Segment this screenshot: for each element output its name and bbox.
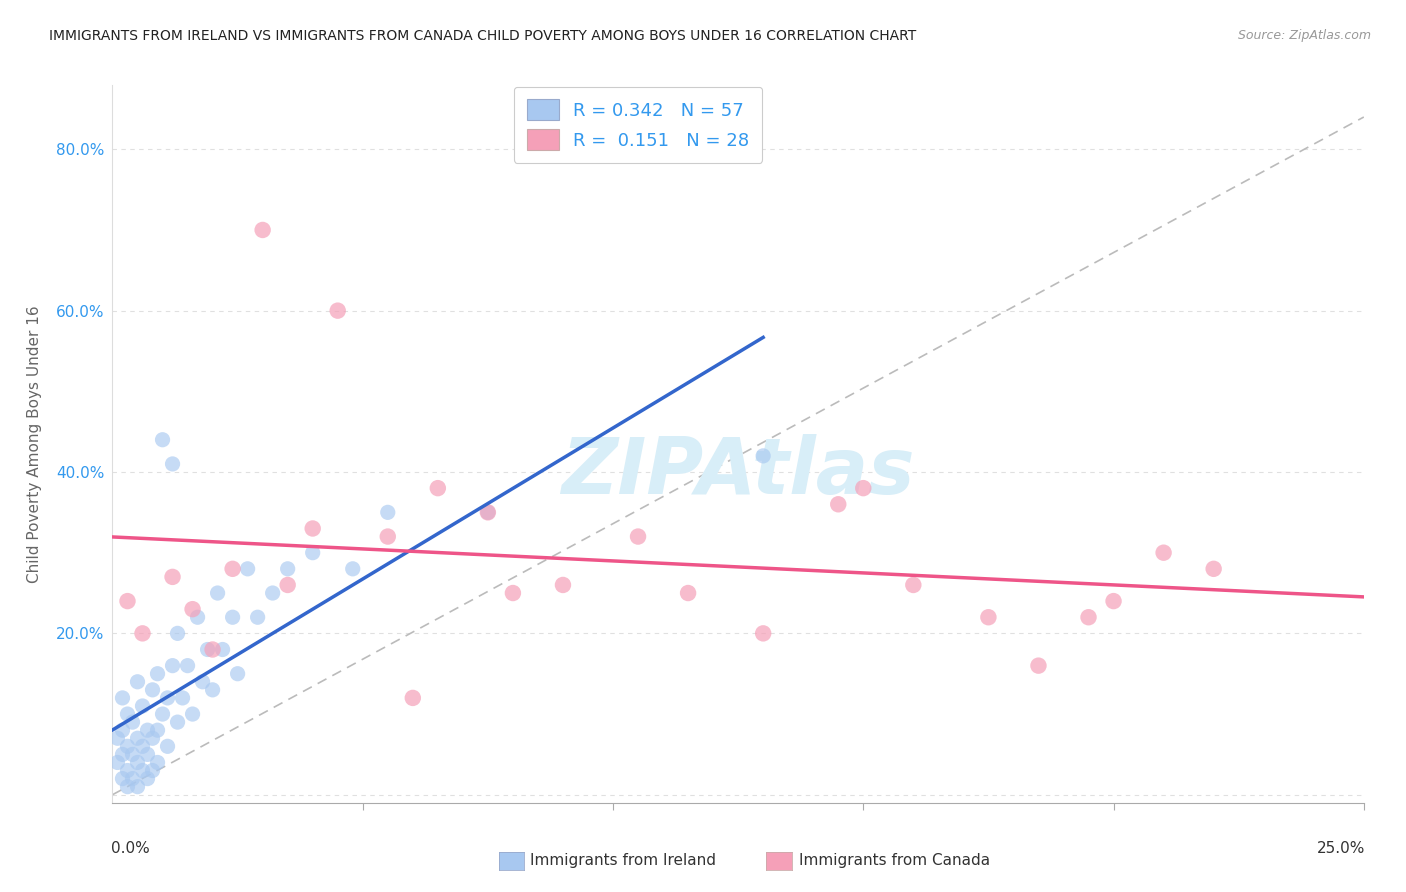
Point (162, 570, 184, 584)
Text: Source: ZipAtlas.com: Source: ZipAtlas.com (1237, 29, 1371, 43)
Point (131, 698, 153, 713)
Point (246, 610, 269, 624)
Point (262, 586, 284, 600)
Point (377, 505, 399, 519)
Point (301, 546, 323, 560)
Point (146, 723, 169, 738)
Point (426, 481, 449, 495)
Point (107, 756, 129, 770)
Y-axis label: Child Poverty Among Boys Under 16: Child Poverty Among Boys Under 16 (27, 305, 42, 582)
Point (221, 610, 243, 624)
Point (131, 626, 153, 640)
Point (326, 303, 349, 318)
Point (141, 764, 163, 778)
Point (752, 449, 775, 463)
Point (627, 530, 650, 544)
Point (207, 586, 229, 600)
Point (277, 578, 299, 592)
Point (551, 578, 574, 592)
Point (146, 756, 169, 770)
Point (117, 780, 139, 794)
Point (117, 739, 139, 754)
Point (201, 642, 224, 657)
Point (211, 642, 233, 657)
Point (676, 586, 699, 600)
Point (342, 562, 364, 576)
Point (111, 747, 134, 762)
Text: 0.0%: 0.0% (111, 841, 150, 856)
Point (1028, 658, 1050, 673)
Point (111, 690, 134, 705)
Point (117, 764, 139, 778)
Point (152, 433, 174, 447)
Point (136, 747, 159, 762)
Point (752, 626, 775, 640)
Point (236, 562, 259, 576)
Point (117, 707, 139, 722)
Point (827, 497, 849, 511)
Point (226, 666, 249, 681)
Point (156, 739, 179, 754)
Point (127, 674, 149, 689)
Point (301, 521, 323, 535)
Point (402, 690, 425, 705)
Point (1202, 562, 1225, 576)
Point (127, 780, 149, 794)
Point (107, 731, 129, 746)
Point (176, 658, 198, 673)
Text: Immigrants from Canada: Immigrants from Canada (799, 854, 990, 868)
Point (181, 707, 204, 722)
Point (187, 610, 209, 624)
Legend: R = 0.342   N = 57, R =  0.151   N = 28: R = 0.342 N = 57, R = 0.151 N = 28 (513, 87, 762, 162)
Point (136, 723, 159, 738)
Point (146, 666, 169, 681)
Point (117, 594, 139, 608)
Point (141, 682, 163, 697)
Point (477, 505, 499, 519)
Point (502, 586, 524, 600)
Text: ZIPAtlas: ZIPAtlas (561, 434, 915, 510)
Point (127, 756, 149, 770)
Text: 25.0%: 25.0% (1316, 841, 1365, 856)
Point (121, 715, 143, 730)
Point (377, 530, 399, 544)
Text: Immigrants from Ireland: Immigrants from Ireland (530, 854, 716, 868)
Point (252, 223, 274, 237)
Point (166, 626, 188, 640)
Point (1153, 546, 1175, 560)
Point (131, 739, 153, 754)
Point (1077, 610, 1099, 624)
Point (221, 562, 243, 576)
Point (156, 690, 179, 705)
Point (131, 764, 153, 778)
Point (197, 642, 219, 657)
Point (111, 723, 134, 738)
Point (172, 690, 194, 705)
Point (152, 707, 174, 722)
Point (141, 731, 163, 746)
Point (111, 772, 134, 786)
Point (1102, 594, 1125, 608)
Point (127, 731, 149, 746)
Point (121, 747, 143, 762)
Point (903, 578, 925, 592)
Text: IMMIGRANTS FROM IRELAND VS IMMIGRANTS FROM CANADA CHILD POVERTY AMONG BOYS UNDER: IMMIGRANTS FROM IRELAND VS IMMIGRANTS FR… (49, 29, 917, 44)
Point (162, 658, 184, 673)
Point (201, 682, 224, 697)
Point (977, 610, 1000, 624)
Point (136, 772, 159, 786)
Point (181, 602, 204, 616)
Point (166, 715, 188, 730)
Point (277, 562, 299, 576)
Point (162, 457, 184, 471)
Point (191, 674, 214, 689)
Point (121, 772, 143, 786)
Point (852, 481, 875, 495)
Point (477, 505, 499, 519)
